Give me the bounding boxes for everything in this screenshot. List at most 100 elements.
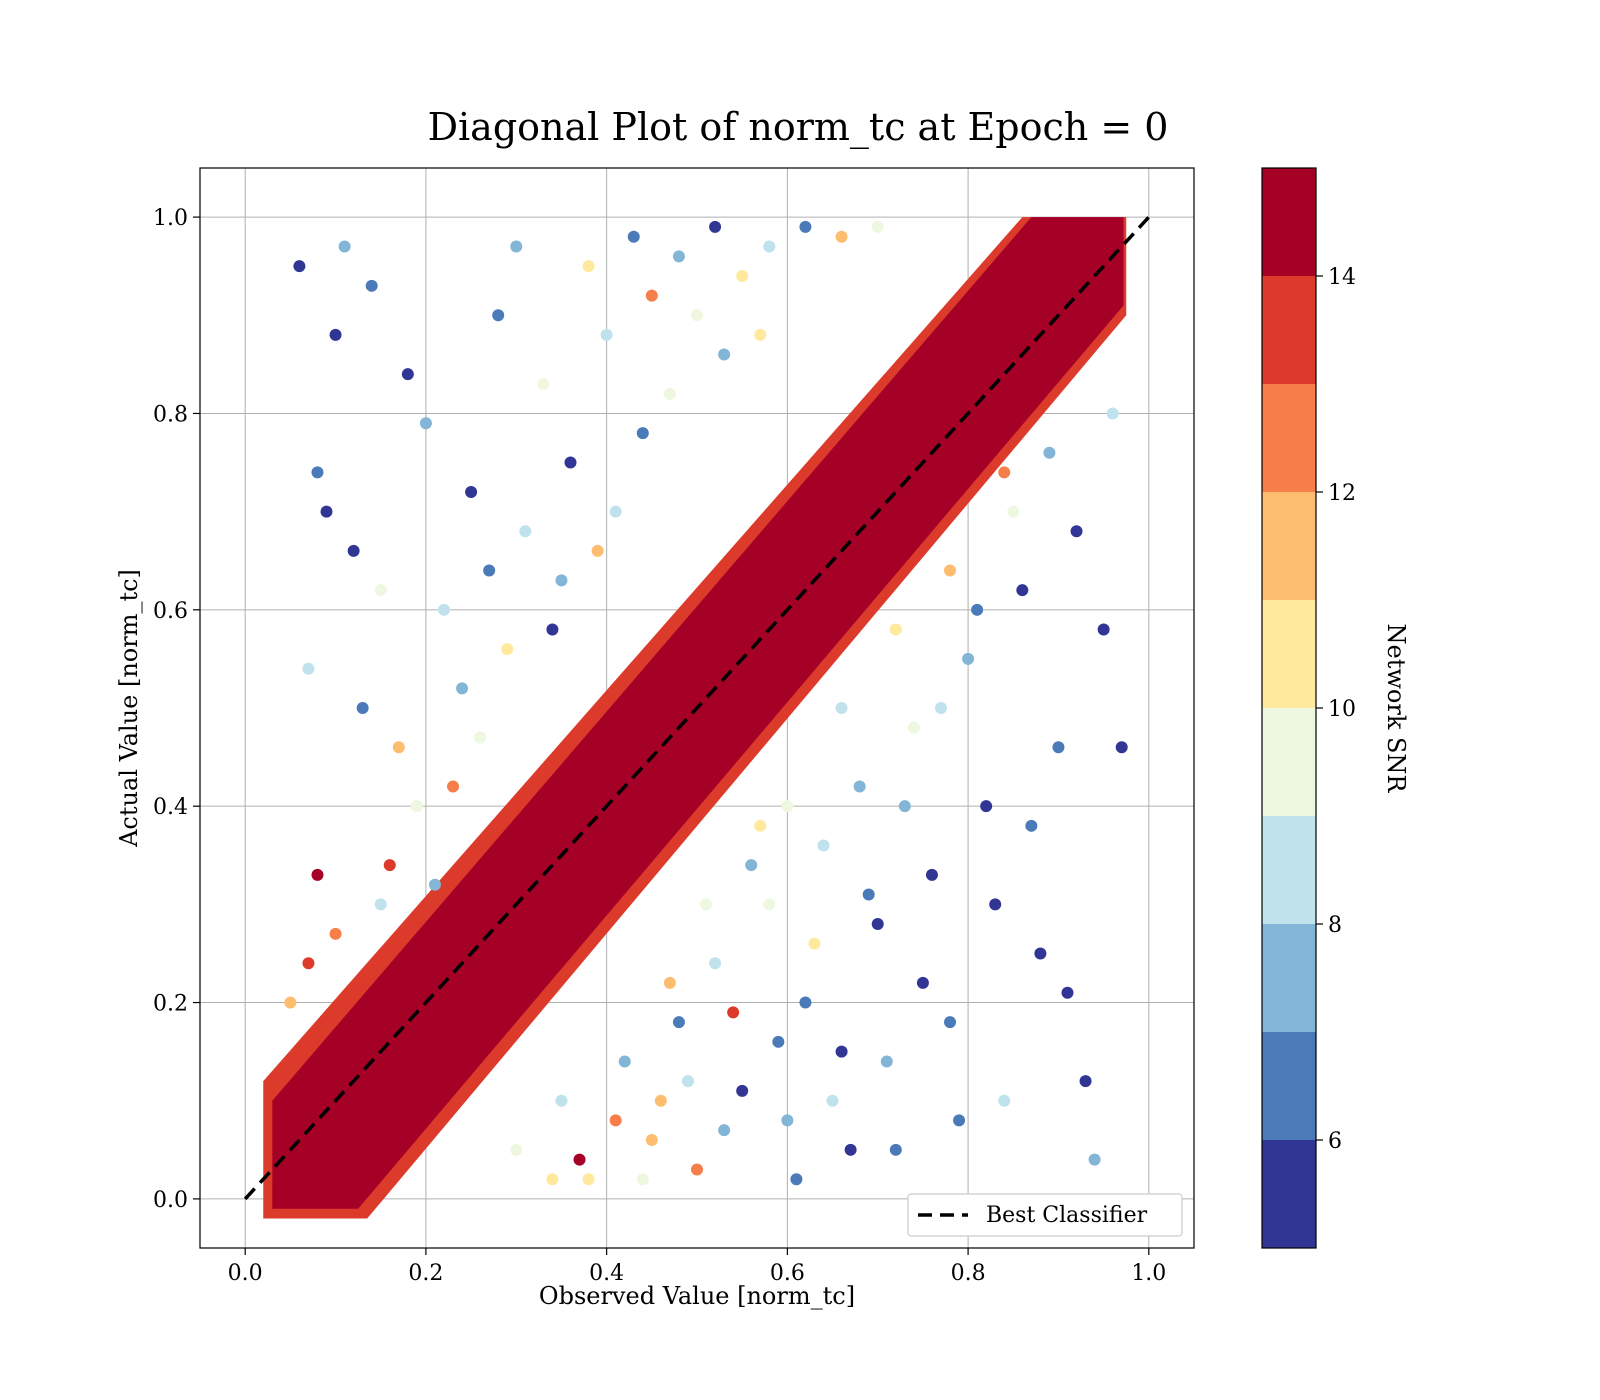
scatter-point (1070, 525, 1083, 538)
colorbar-segment (1262, 168, 1316, 276)
scatter-point (916, 976, 929, 989)
scatter-point (763, 898, 776, 911)
scatter-point (329, 328, 342, 341)
scatter-point (1106, 407, 1119, 420)
scatter-point (410, 800, 423, 813)
scatter-point (302, 662, 315, 675)
scatter-point (609, 1114, 622, 1127)
colorbar-segment (1262, 924, 1316, 1032)
colorbar-tick-label: 14 (1328, 265, 1356, 290)
scatter-point (1043, 446, 1056, 459)
scatter-point (338, 240, 351, 253)
scatter-point (763, 240, 776, 253)
scatter-point (1115, 741, 1128, 754)
scatter-point (871, 918, 884, 930)
scatter-point (329, 927, 342, 940)
scatter-point (736, 270, 749, 282)
y-tick-label: 0.2 (153, 992, 188, 1017)
scatter-point (663, 976, 676, 989)
scatter-point (862, 888, 875, 901)
scatter-point (799, 220, 812, 233)
scatter-point (736, 1084, 749, 1097)
colorbar-segment (1262, 816, 1316, 924)
scatter-point (365, 279, 378, 292)
scatter-point (609, 505, 622, 518)
scatter-point (835, 1045, 848, 1058)
scatter-point (790, 1173, 803, 1186)
scatter-point (618, 1055, 631, 1068)
x-tick-label: 0.6 (770, 1261, 805, 1286)
scatter-point (907, 721, 920, 734)
scatter-point (835, 702, 848, 714)
scatter-point (573, 1153, 586, 1166)
colorbar-tick-label: 8 (1328, 913, 1342, 938)
scatter-point (871, 220, 884, 233)
y-axis-label: Actual Value [norm_tc] (115, 569, 143, 848)
y-tick-label: 0.8 (153, 402, 188, 427)
colorbar-segment (1262, 384, 1316, 492)
scatter-point (383, 859, 396, 872)
scatter-point (781, 800, 794, 813)
scatter-point (799, 996, 812, 1009)
scatter-point (944, 564, 957, 577)
scatter-point (1034, 947, 1047, 960)
scatter-point (519, 525, 532, 538)
scatter-point (320, 505, 333, 518)
colorbar-segment (1262, 708, 1316, 816)
scatter-point (681, 1075, 694, 1088)
scatter-point (356, 702, 369, 714)
scatter-point (284, 996, 297, 1009)
scatter-point (392, 741, 405, 754)
scatter-point (691, 309, 703, 322)
x-tick-label: 0.4 (589, 1261, 624, 1286)
y-tick-label: 0.6 (153, 599, 188, 624)
scatter-point (691, 1163, 703, 1176)
scatter-point (546, 1173, 559, 1186)
scatter-point (853, 780, 866, 793)
scatter-point (546, 623, 559, 636)
colorbar-segment (1262, 492, 1316, 600)
scatter-point (645, 1134, 658, 1146)
scatter-point (483, 564, 496, 577)
scatter-point (962, 652, 975, 665)
colorbar-segment (1262, 276, 1316, 384)
plot-area (199, 167, 1195, 1249)
x-tick-label: 1.0 (1131, 1261, 1166, 1286)
scatter-point (374, 898, 387, 911)
y-tick-label: 0.0 (153, 1188, 188, 1213)
scatter-point (591, 544, 604, 557)
scatter-point (754, 328, 767, 341)
colorbar-segment (1262, 1140, 1316, 1248)
scatter-point (745, 859, 758, 872)
scatter-point (374, 584, 387, 597)
scatter-point (555, 574, 568, 587)
scatter-point (663, 387, 676, 400)
scatter-point (844, 1143, 857, 1156)
scatter-point (401, 368, 414, 381)
legend: Best Classifier (907, 1193, 1183, 1237)
scatter-point (636, 1173, 649, 1186)
scatter-point (953, 1114, 966, 1127)
scatter-point (835, 230, 848, 243)
scatter-point (944, 1016, 957, 1029)
y-tick-label: 0.4 (153, 795, 188, 820)
scatter-point (510, 240, 523, 253)
scatter-point (492, 309, 505, 322)
scatter-point (636, 427, 649, 440)
scatter-point (582, 1173, 595, 1186)
colorbar-tick-label: 12 (1328, 481, 1356, 506)
scatter-point (925, 868, 938, 881)
scatter-point (672, 250, 685, 263)
colorbar-tick-label: 10 (1328, 697, 1356, 722)
scatter-point (700, 898, 713, 911)
scatter-point (1016, 584, 1029, 597)
scatter-point (826, 1094, 839, 1107)
scatter-point (754, 819, 767, 832)
scatter-point (1088, 1153, 1101, 1166)
chart-title: Diagonal Plot of norm_tc at Epoch = 0 (428, 105, 1169, 150)
scatter-point (880, 1055, 893, 1068)
y-axis-ticks: 0.0 0.2 0.4 0.6 0.8 1.0 (153, 206, 200, 1213)
scatter-point (501, 643, 514, 656)
scatter-point (627, 230, 640, 243)
